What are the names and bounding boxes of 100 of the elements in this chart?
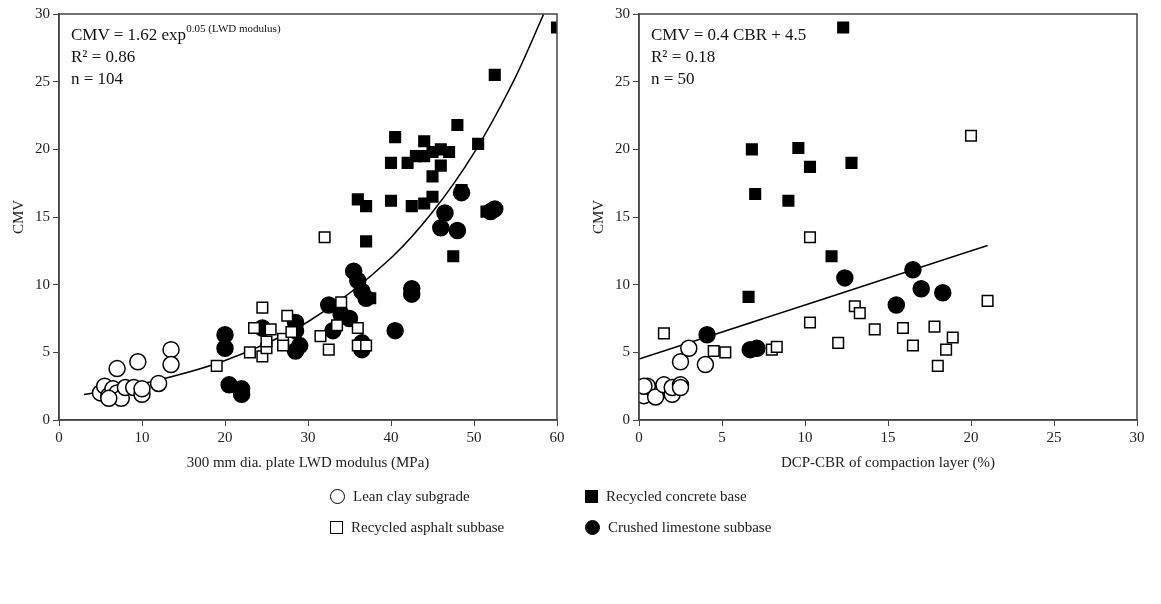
point	[646, 388, 665, 406]
point	[436, 204, 454, 222]
annotation: n = 50	[651, 69, 695, 88]
point	[845, 156, 858, 169]
x-tick-label: 50	[466, 428, 482, 445]
x-tick-label: 20	[217, 428, 233, 445]
y-tick-label: 25	[35, 72, 50, 89]
legend-label: Lean clay subgrade	[353, 488, 470, 505]
point	[981, 294, 994, 307]
y-axis-title: CMV	[9, 199, 26, 235]
point	[904, 261, 922, 279]
point	[426, 190, 439, 203]
point	[149, 374, 168, 393]
legend-label: Recycled asphalt subbase	[351, 519, 505, 536]
point	[803, 160, 817, 173]
point	[745, 143, 758, 156]
y-axis-title: CMV	[589, 199, 606, 235]
x-tick-label: 30	[300, 428, 316, 445]
y-tick-label: 0	[622, 410, 630, 427]
point	[472, 137, 485, 150]
point	[426, 170, 439, 183]
point	[803, 231, 817, 244]
point	[887, 296, 906, 314]
y-tick-label: 10	[35, 275, 50, 292]
point	[335, 296, 348, 309]
point	[448, 221, 467, 240]
point	[912, 279, 930, 298]
point	[832, 336, 845, 349]
point	[934, 284, 952, 302]
x-tick-label: 25	[1046, 428, 1062, 445]
point	[256, 301, 269, 314]
y-tick-label: 5	[622, 343, 630, 360]
x-tick-label: 0	[55, 428, 63, 445]
point	[792, 141, 805, 155]
point	[707, 344, 720, 358]
point	[906, 339, 919, 352]
y-tick-label: 30	[615, 4, 630, 21]
point	[318, 231, 331, 244]
point	[216, 339, 234, 358]
y-tick-label: 25	[615, 72, 630, 89]
point	[384, 194, 398, 207]
point	[742, 290, 755, 303]
x-tick-label: 40	[383, 428, 399, 445]
x-axis-title: DCP-CBR of compaction layer (%)	[780, 453, 996, 471]
point	[488, 68, 501, 81]
point	[447, 250, 460, 263]
point	[853, 307, 866, 320]
point	[964, 129, 978, 142]
point	[286, 342, 305, 360]
point	[418, 135, 431, 148]
point	[770, 340, 783, 353]
point	[836, 269, 854, 287]
point	[940, 343, 953, 356]
point	[837, 21, 850, 34]
point	[277, 339, 290, 352]
legend-label: Recycled concrete base	[606, 488, 747, 505]
point	[129, 353, 147, 371]
point	[782, 194, 795, 207]
point	[671, 353, 690, 371]
x-tick-label: 0	[635, 428, 643, 445]
y-tick-label: 0	[42, 410, 50, 427]
y-tick-label: 15	[35, 207, 50, 224]
point	[285, 325, 298, 339]
x-axis-title: 300 mm dia. plate LWD modulus (MPa)	[186, 453, 430, 471]
point	[162, 355, 180, 374]
point	[133, 380, 151, 398]
point	[868, 323, 881, 336]
point	[434, 159, 447, 172]
point	[443, 145, 456, 159]
y-tick-label: 30	[35, 4, 50, 21]
point	[389, 131, 402, 144]
legend-label: Crushed limestone subbase	[608, 519, 772, 536]
annotation: R² = 0.18	[651, 47, 716, 66]
point	[719, 346, 732, 359]
point	[405, 200, 418, 213]
point	[698, 325, 716, 344]
x-tick-label: 15	[880, 428, 896, 445]
point	[210, 359, 223, 372]
point	[360, 339, 373, 352]
point	[696, 355, 715, 374]
point	[384, 156, 398, 169]
x-tick-label: 10	[797, 428, 813, 445]
x-tick-label: 5	[718, 428, 726, 445]
point	[386, 321, 404, 340]
point	[680, 339, 698, 358]
point	[248, 321, 261, 335]
annotation: R² = 0.86	[71, 47, 136, 66]
y-tick-label: 20	[35, 140, 50, 157]
x-tick-label: 60	[549, 428, 565, 445]
y-tick-label: 10	[615, 275, 630, 292]
point	[260, 335, 273, 348]
point	[931, 359, 944, 372]
annotation: n = 104	[71, 69, 124, 88]
point	[360, 235, 373, 248]
point	[451, 118, 464, 132]
point	[351, 321, 364, 335]
point	[825, 250, 838, 263]
x-tick-label: 10	[134, 428, 150, 445]
y-tick-label: 20	[615, 140, 630, 157]
point	[281, 309, 294, 322]
